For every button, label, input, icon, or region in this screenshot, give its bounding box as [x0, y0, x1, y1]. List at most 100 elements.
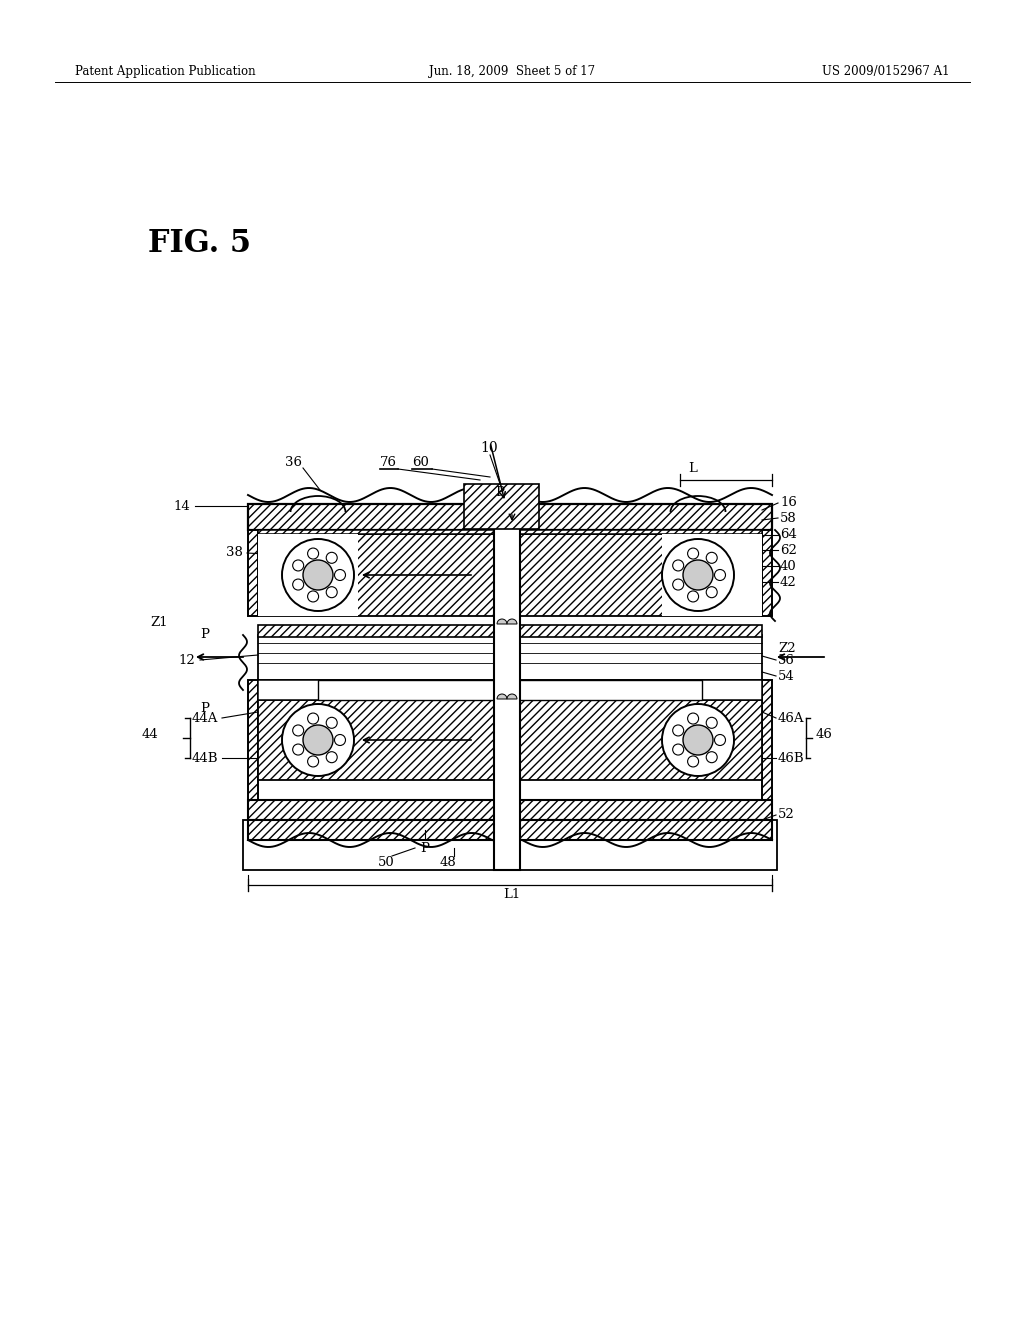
Circle shape: [673, 744, 684, 755]
Text: 58: 58: [780, 511, 797, 524]
Circle shape: [327, 717, 337, 729]
Circle shape: [687, 713, 698, 725]
Text: 38: 38: [226, 546, 243, 560]
Text: Z1: Z1: [151, 615, 168, 628]
Bar: [258, 624, 494, 638]
Text: 46A: 46A: [778, 711, 805, 725]
Text: 76: 76: [380, 457, 397, 470]
Circle shape: [282, 704, 354, 776]
Circle shape: [707, 717, 717, 729]
Text: 44B: 44B: [193, 751, 218, 764]
Bar: [248, 800, 772, 820]
Circle shape: [673, 560, 684, 572]
Bar: [248, 504, 772, 531]
Circle shape: [307, 591, 318, 602]
Bar: [258, 535, 494, 616]
Circle shape: [307, 548, 318, 560]
Text: 50: 50: [378, 855, 394, 869]
Circle shape: [293, 579, 304, 590]
Circle shape: [673, 725, 684, 737]
Bar: [520, 680, 762, 700]
Bar: [248, 531, 258, 616]
Text: P: P: [496, 487, 505, 499]
Text: Z2: Z2: [778, 642, 796, 655]
Bar: [464, 484, 539, 529]
Circle shape: [673, 579, 684, 590]
Text: 60: 60: [412, 457, 429, 470]
Bar: [258, 531, 494, 535]
Text: L: L: [688, 462, 697, 474]
Bar: [762, 531, 772, 616]
Text: P: P: [200, 628, 209, 642]
Circle shape: [683, 560, 713, 590]
Text: US 2009/0152967 A1: US 2009/0152967 A1: [822, 65, 950, 78]
Text: P: P: [421, 842, 429, 854]
Bar: [248, 680, 258, 800]
Bar: [520, 504, 772, 531]
Text: Jun. 18, 2009  Sheet 5 of 17: Jun. 18, 2009 Sheet 5 of 17: [429, 65, 595, 78]
Bar: [248, 504, 494, 531]
Circle shape: [293, 725, 304, 737]
Text: 64: 64: [780, 528, 797, 541]
Circle shape: [707, 552, 717, 564]
Circle shape: [687, 591, 698, 602]
Circle shape: [687, 756, 698, 767]
Circle shape: [707, 751, 717, 763]
Circle shape: [662, 539, 734, 611]
Bar: [318, 680, 702, 700]
Text: L1: L1: [504, 888, 520, 902]
Text: 14: 14: [173, 499, 190, 512]
Wedge shape: [507, 694, 517, 700]
Bar: [318, 531, 702, 535]
Circle shape: [293, 744, 304, 755]
Circle shape: [707, 586, 717, 598]
Text: 16: 16: [780, 496, 797, 510]
Circle shape: [715, 569, 725, 581]
Text: 12: 12: [178, 653, 195, 667]
Text: P: P: [200, 701, 209, 714]
Text: Patent Application Publication: Patent Application Publication: [75, 65, 256, 78]
Text: 42: 42: [780, 576, 797, 589]
Circle shape: [687, 548, 698, 560]
Text: 36: 36: [285, 457, 302, 470]
Text: 54: 54: [778, 669, 795, 682]
Text: FIG. 5: FIG. 5: [148, 228, 251, 259]
Text: 52: 52: [778, 808, 795, 821]
Wedge shape: [497, 619, 507, 624]
Bar: [258, 635, 494, 680]
Circle shape: [327, 751, 337, 763]
Text: 46B: 46B: [778, 751, 805, 764]
Text: 10: 10: [480, 441, 498, 455]
Bar: [520, 700, 762, 780]
Circle shape: [335, 734, 345, 746]
Circle shape: [327, 552, 337, 564]
Circle shape: [335, 569, 345, 581]
Circle shape: [662, 704, 734, 776]
Text: 40: 40: [780, 560, 797, 573]
Text: 46: 46: [816, 729, 833, 742]
Text: 62: 62: [780, 544, 797, 557]
Wedge shape: [507, 619, 517, 624]
Bar: [762, 680, 772, 800]
Bar: [494, 504, 520, 870]
Circle shape: [303, 725, 333, 755]
Bar: [243, 820, 777, 870]
Text: 44A: 44A: [193, 711, 218, 725]
Circle shape: [327, 586, 337, 598]
Circle shape: [307, 756, 318, 767]
Circle shape: [303, 560, 333, 590]
Bar: [258, 680, 494, 700]
Bar: [520, 635, 762, 680]
Text: 44: 44: [141, 729, 158, 742]
Circle shape: [282, 539, 354, 611]
Wedge shape: [497, 694, 507, 700]
Circle shape: [307, 713, 318, 725]
Bar: [258, 700, 494, 780]
Text: 56: 56: [778, 653, 795, 667]
Bar: [520, 531, 762, 535]
Bar: [248, 820, 772, 840]
Bar: [258, 535, 358, 616]
Circle shape: [715, 734, 725, 746]
Text: 48: 48: [440, 855, 457, 869]
Bar: [520, 624, 762, 638]
